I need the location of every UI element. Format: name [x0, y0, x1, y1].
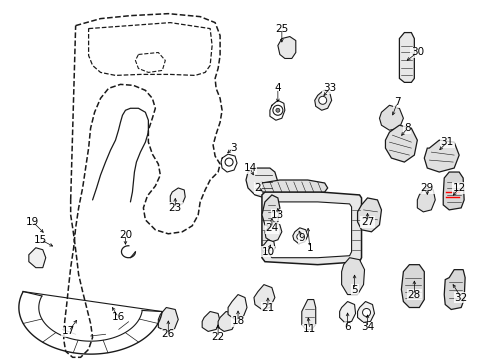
Text: 26: 26	[162, 329, 175, 339]
Text: 19: 19	[26, 217, 40, 227]
Circle shape	[272, 105, 282, 115]
Text: 31: 31	[440, 137, 453, 147]
Text: 22: 22	[211, 332, 224, 342]
Polygon shape	[424, 140, 458, 172]
Text: 10: 10	[261, 247, 274, 257]
Polygon shape	[253, 285, 274, 310]
Polygon shape	[314, 90, 331, 110]
Text: 5: 5	[350, 284, 357, 294]
Polygon shape	[262, 195, 279, 228]
Polygon shape	[29, 248, 46, 268]
Polygon shape	[218, 311, 236, 332]
Text: 28: 28	[407, 289, 420, 300]
Polygon shape	[301, 300, 315, 329]
Polygon shape	[262, 192, 361, 265]
Polygon shape	[292, 228, 307, 244]
Text: 16: 16	[112, 312, 125, 323]
Circle shape	[362, 309, 370, 316]
Text: 4: 4	[274, 84, 281, 93]
Text: 3: 3	[229, 143, 236, 153]
Text: 24: 24	[264, 223, 278, 233]
Polygon shape	[264, 222, 281, 242]
Polygon shape	[357, 198, 381, 232]
Text: 11: 11	[303, 324, 316, 334]
Text: 33: 33	[323, 84, 336, 93]
Text: 12: 12	[451, 183, 465, 193]
Circle shape	[296, 234, 302, 240]
Text: 13: 13	[271, 210, 284, 220]
Text: 30: 30	[410, 48, 423, 58]
Text: 18: 18	[231, 316, 244, 327]
Polygon shape	[262, 240, 274, 255]
Polygon shape	[443, 270, 464, 310]
Polygon shape	[202, 311, 220, 332]
Text: 9: 9	[298, 233, 305, 243]
Polygon shape	[339, 302, 355, 323]
Text: 15: 15	[34, 235, 47, 245]
Text: 7: 7	[393, 97, 400, 107]
Polygon shape	[401, 265, 424, 307]
Polygon shape	[269, 202, 351, 258]
Polygon shape	[379, 105, 403, 130]
Polygon shape	[258, 180, 327, 192]
Text: 25: 25	[275, 24, 288, 33]
Text: 29: 29	[420, 183, 433, 193]
Text: 32: 32	[454, 293, 467, 302]
Polygon shape	[385, 125, 416, 162]
Text: 1: 1	[306, 243, 312, 253]
Circle shape	[275, 108, 279, 112]
Polygon shape	[416, 188, 434, 212]
Text: 21: 21	[261, 302, 274, 312]
Text: 8: 8	[403, 123, 410, 133]
Text: 6: 6	[344, 323, 350, 332]
Text: 2: 2	[254, 183, 261, 193]
Text: 17: 17	[62, 327, 75, 336]
Polygon shape	[341, 258, 364, 294]
Text: 14: 14	[243, 163, 256, 173]
Polygon shape	[277, 37, 295, 58]
Circle shape	[224, 158, 233, 166]
Polygon shape	[170, 188, 185, 205]
Text: 23: 23	[168, 203, 182, 213]
Circle shape	[318, 96, 326, 104]
Text: 34: 34	[360, 323, 373, 332]
Polygon shape	[442, 172, 463, 210]
Polygon shape	[357, 302, 374, 323]
Polygon shape	[227, 294, 246, 319]
Polygon shape	[399, 32, 413, 82]
Polygon shape	[158, 307, 178, 332]
Text: 20: 20	[119, 230, 132, 240]
Polygon shape	[245, 168, 277, 198]
Text: 27: 27	[360, 217, 373, 227]
